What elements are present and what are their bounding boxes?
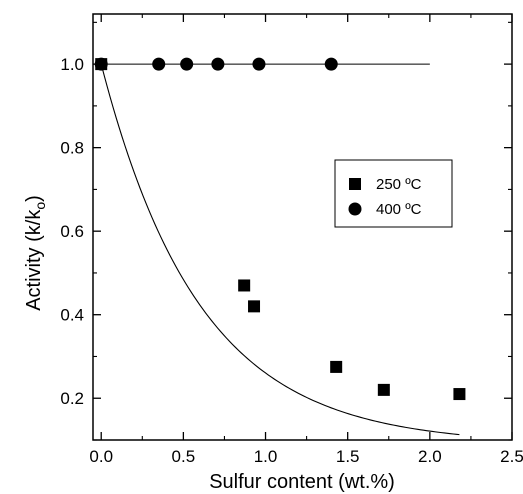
- legend-box: [334, 159, 453, 228]
- data-point-circle: [152, 57, 166, 71]
- x-axis-title: Sulfur content (wt.%): [209, 471, 395, 493]
- x-tick-label: 2.5: [500, 447, 523, 466]
- fit-lines: [93, 63, 460, 436]
- y-tick-label: 0.8: [60, 139, 84, 158]
- legend-marker-circle: [348, 202, 362, 216]
- legend-label-series-1: 250 ºC: [376, 176, 422, 193]
- x-tick-label: 0.5: [172, 447, 196, 466]
- x-tick-label: 0.0: [89, 447, 113, 466]
- y-tick-label: 1.0: [60, 55, 84, 74]
- data-point-circle: [180, 57, 194, 71]
- data-point-circle: [252, 57, 266, 71]
- data-point-circle: [211, 57, 225, 71]
- y-axis-title-main: Activity (k/k: [23, 209, 45, 311]
- data-point-square: [453, 388, 466, 401]
- x-tick-label: 1.5: [336, 447, 360, 466]
- data-point-square: [330, 360, 343, 373]
- data-point-circle: [324, 57, 338, 71]
- y-axis-title-close: ): [23, 195, 45, 202]
- legend: 250 ºC 400 ºC: [334, 159, 453, 228]
- data-point-circle: [94, 57, 108, 71]
- axes: 0.0 0.5 1.0 1.5 2.0 2.5 0.2 0.4 0.6 0.8 1.0: [60, 13, 523, 466]
- y-tick-label: 0.4: [60, 306, 84, 325]
- legend-label-series-2: 400 ºC: [376, 201, 422, 218]
- y-tick-label: 0.6: [60, 222, 84, 241]
- markers: [94, 57, 466, 401]
- fit-line-series-1: [100, 63, 460, 436]
- x-tick-label: 1.0: [254, 447, 278, 466]
- plot-frame: [92, 13, 513, 441]
- data-point-square: [377, 383, 390, 396]
- data-point-square: [238, 279, 251, 292]
- y-axis-title: Activity (k/ko): [23, 195, 48, 311]
- data-point-square: [248, 300, 261, 313]
- y-tick-label: 0.2: [60, 389, 84, 408]
- legend-marker-square: [349, 178, 361, 190]
- axis-titles: Sulfur content (wt.%) Activity (k/ko): [23, 195, 395, 493]
- x-tick-label: 2.0: [418, 447, 442, 466]
- y-axis-title-subscript: o: [32, 202, 48, 210]
